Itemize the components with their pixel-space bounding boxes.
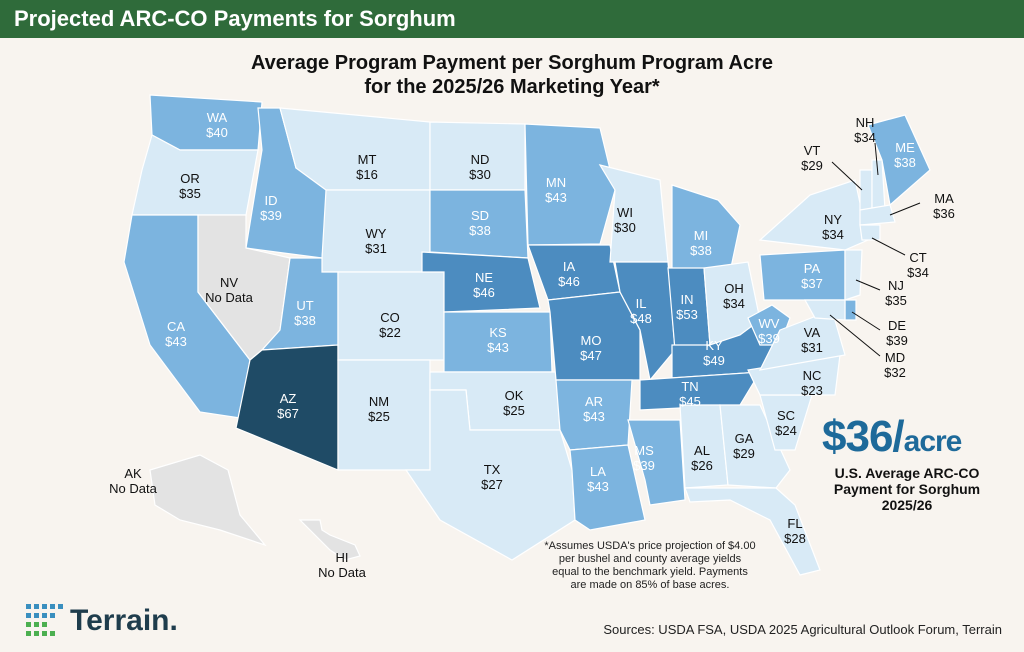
leader-line-ct — [871, 237, 906, 256]
state-label-in: IN $53 — [676, 292, 698, 322]
state-shapes — [123, 94, 931, 576]
state-label-ms: MS $39 — [633, 443, 655, 473]
title-banner: Projected ARC-CO Payments for Sorghum — [0, 0, 1024, 38]
state-label-nv: NV No Data — [205, 275, 253, 305]
state-pa — [759, 249, 846, 301]
state-label-fl: FL $28 — [784, 516, 806, 546]
state-label-mt: MT $16 — [356, 152, 378, 182]
state-label-hi: HI No Data — [318, 550, 366, 580]
leader-line-nh — [874, 142, 879, 176]
state-label-ks: KS $43 — [487, 325, 509, 355]
leader-line-nj — [855, 279, 881, 291]
footnote-line: *Assumes USDA's price projection of $4.0… — [544, 540, 756, 552]
us-average-caption-1: U.S. Average ARC-CO — [834, 465, 980, 481]
state-label-vt: VT $29 — [801, 143, 823, 173]
state-label-wv: WV $39 — [758, 316, 780, 346]
us-average-value: $36/acre — [822, 412, 963, 462]
state-label-me: ME $38 — [894, 140, 916, 170]
state-me — [867, 114, 931, 207]
state-label-pa: PA $37 — [801, 261, 823, 291]
map-subtitle-line2: for the 2025/26 Marketing Year* — [364, 76, 660, 98]
footnote: *Assumes USDA's price projection of $4.0… — [530, 540, 770, 592]
footnote-line: equal to the benchmark yield. Payments — [552, 566, 748, 578]
state-az — [235, 344, 339, 471]
state-label-wy: WY $31 — [365, 226, 387, 256]
state-label-wa: WA $40 — [206, 110, 228, 140]
us-average-unit: acre — [903, 425, 963, 458]
footnote-line: per bushel and county average yields — [558, 553, 742, 565]
state-label-ma: MA $36 — [933, 191, 955, 221]
leader-line-ma — [889, 202, 921, 216]
state-label-sd: SD $38 — [469, 208, 491, 238]
state-label-co: CO $22 — [379, 310, 401, 340]
banner-title: Projected ARC-CO Payments for Sorghum — [14, 6, 456, 31]
us-average-caption-3: 2025/26 — [881, 497, 933, 513]
state-hi — [298, 519, 361, 561]
terrain-logo-icon — [26, 604, 63, 636]
state-label-nh: NH $34 — [854, 115, 876, 145]
state-label-ky: KY $49 — [703, 338, 725, 368]
leader-line-vt — [831, 161, 863, 191]
terrain-logo-text: Terrain. — [70, 604, 178, 637]
state-label-al: AL $26 — [691, 443, 713, 473]
state-label-va: VA $31 — [801, 325, 823, 355]
state-label-ny: NY $34 — [822, 212, 844, 242]
state-label-ne: NE $46 — [473, 270, 495, 300]
state-label-il: IL $48 — [630, 296, 652, 326]
state-label-nc: NC $23 — [801, 368, 823, 398]
state-label-nm: NM $25 — [368, 394, 390, 424]
state-ma — [859, 204, 896, 226]
leader-line-md — [829, 314, 881, 357]
state-label-md: MD $32 — [884, 350, 906, 380]
state-mi — [671, 184, 741, 273]
state-label-wi: WI $30 — [614, 205, 636, 235]
state-nj — [844, 249, 863, 301]
state-label-ut: UT $38 — [294, 298, 316, 328]
state-ak — [149, 454, 267, 547]
state-label-la: LA $43 — [587, 464, 609, 494]
state-label-sc: SC $24 — [775, 408, 797, 438]
state-label-ca: CA $43 — [165, 319, 187, 349]
footnote-line: are made on 85% of base acres. — [570, 579, 730, 591]
state-ms — [627, 419, 686, 506]
state-label-mo: MO $47 — [580, 333, 602, 363]
state-label-de: DE $39 — [886, 318, 908, 348]
state-mn — [524, 123, 616, 246]
state-label-mi: MI $38 — [690, 228, 712, 258]
state-label-ak: AK No Data — [109, 466, 157, 496]
state-la — [569, 444, 646, 531]
state-de — [844, 299, 857, 321]
state-label-ar: AR $43 — [583, 394, 605, 424]
us-average-amount: $36/ — [822, 412, 905, 461]
state-label-tx: TX $27 — [481, 462, 503, 492]
state-label-az: AZ $67 — [277, 391, 299, 421]
state-label-tn: TN $45 — [679, 379, 701, 409]
state-fl — [684, 487, 821, 576]
state-md — [803, 299, 846, 321]
state-oh — [703, 261, 761, 346]
state-label-ct: CT $34 — [907, 250, 929, 280]
state-label-id: ID $39 — [260, 193, 282, 223]
state-label-or: OR $35 — [179, 171, 201, 201]
map-subtitle-line1: Average Program Payment per Sorghum Prog… — [250, 52, 774, 74]
state-label-oh: OH $34 — [723, 281, 745, 311]
state-label-ga: GA $29 — [733, 431, 755, 461]
state-ga — [719, 404, 791, 489]
state-label-nd: ND $30 — [469, 152, 491, 182]
state-label-ok: OK $25 — [503, 388, 525, 418]
us-average-caption-2: Payment for Sorghum — [833, 481, 981, 497]
sources: Sources: USDA FSA, USDA 2025 Agricultura… — [603, 622, 1002, 637]
state-label-nj: NJ $35 — [885, 278, 907, 308]
state-label-ia: IA $46 — [558, 259, 580, 289]
state-labels: WA $40 OR $35 CA $43 ID $39 NV No Data MT $16 WY $31 U… — [109, 110, 955, 580]
leader-line-de — [851, 311, 881, 331]
state-label-mn: MN $43 — [545, 175, 567, 205]
state-ct — [859, 224, 881, 241]
state-ny — [758, 179, 869, 251]
leader-lines — [829, 142, 921, 357]
